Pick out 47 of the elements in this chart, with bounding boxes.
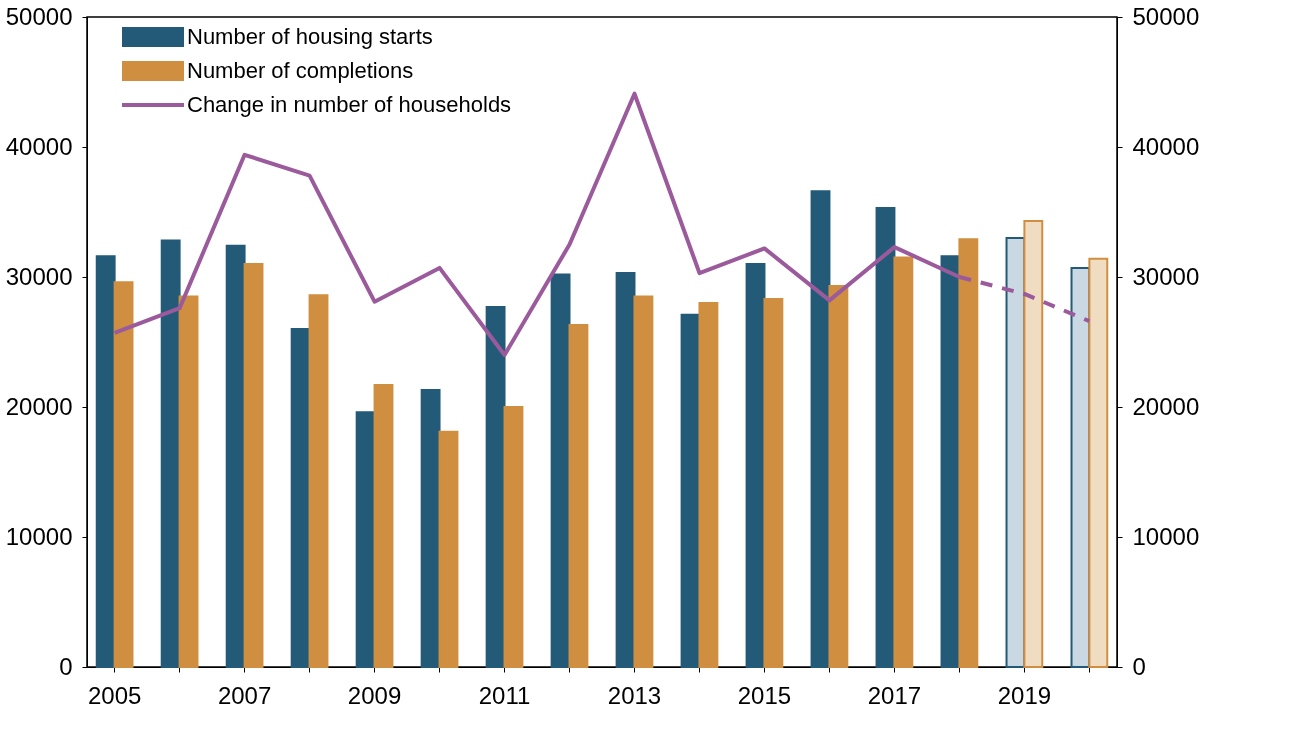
bar — [828, 285, 849, 668]
bar — [485, 305, 506, 668]
y-tick-label: 0 — [59, 652, 73, 680]
y2-tick-label: 40000 — [1132, 132, 1200, 160]
bar — [568, 324, 589, 668]
legend-label: Number of completions — [187, 58, 414, 83]
x-tick-label: 2011 — [478, 681, 531, 709]
bar — [355, 411, 376, 668]
bar — [113, 281, 134, 668]
x-tick-label: 2013 — [607, 681, 662, 709]
bar — [290, 328, 311, 668]
bar — [503, 406, 524, 668]
bar — [308, 294, 329, 668]
bar — [438, 430, 459, 668]
x-tick-label: 2015 — [737, 681, 792, 709]
y-tick-label: 20000 — [5, 392, 73, 420]
y2-tick-label: 10000 — [1132, 522, 1200, 550]
legend-label: Change in number of households — [187, 92, 512, 117]
bar — [373, 383, 394, 668]
bar — [893, 256, 914, 668]
legend-label: Number of housing starts — [187, 24, 433, 49]
x-tick-label: 2017 — [867, 681, 922, 709]
bar — [958, 238, 979, 668]
bar — [95, 255, 116, 668]
x-tick-label: 2007 — [217, 681, 272, 709]
x-tick-label: 2019 — [997, 681, 1052, 709]
bar — [633, 295, 654, 668]
bar — [420, 389, 441, 668]
y-tick-label: 10000 — [5, 522, 73, 550]
y-tick-label: 40000 — [5, 132, 73, 160]
bar — [160, 239, 181, 668]
x-tick-label: 2009 — [347, 681, 402, 709]
x-tick-label: 2005 — [87, 681, 142, 709]
bar — [243, 263, 264, 668]
y-tick-label: 30000 — [5, 262, 73, 290]
bar — [178, 295, 199, 668]
bar — [763, 298, 784, 668]
y-tick-label: 50000 — [5, 2, 73, 30]
bar — [225, 244, 246, 668]
y2-tick-label: 20000 — [1132, 392, 1200, 420]
bar — [1023, 220, 1044, 668]
bar — [1088, 257, 1109, 668]
y2-tick-label: 50000 — [1132, 2, 1200, 30]
bar — [550, 273, 571, 668]
y2-tick-label: 0 — [1132, 652, 1146, 680]
bar — [698, 302, 719, 668]
y2-tick-label: 30000 — [1132, 262, 1200, 290]
